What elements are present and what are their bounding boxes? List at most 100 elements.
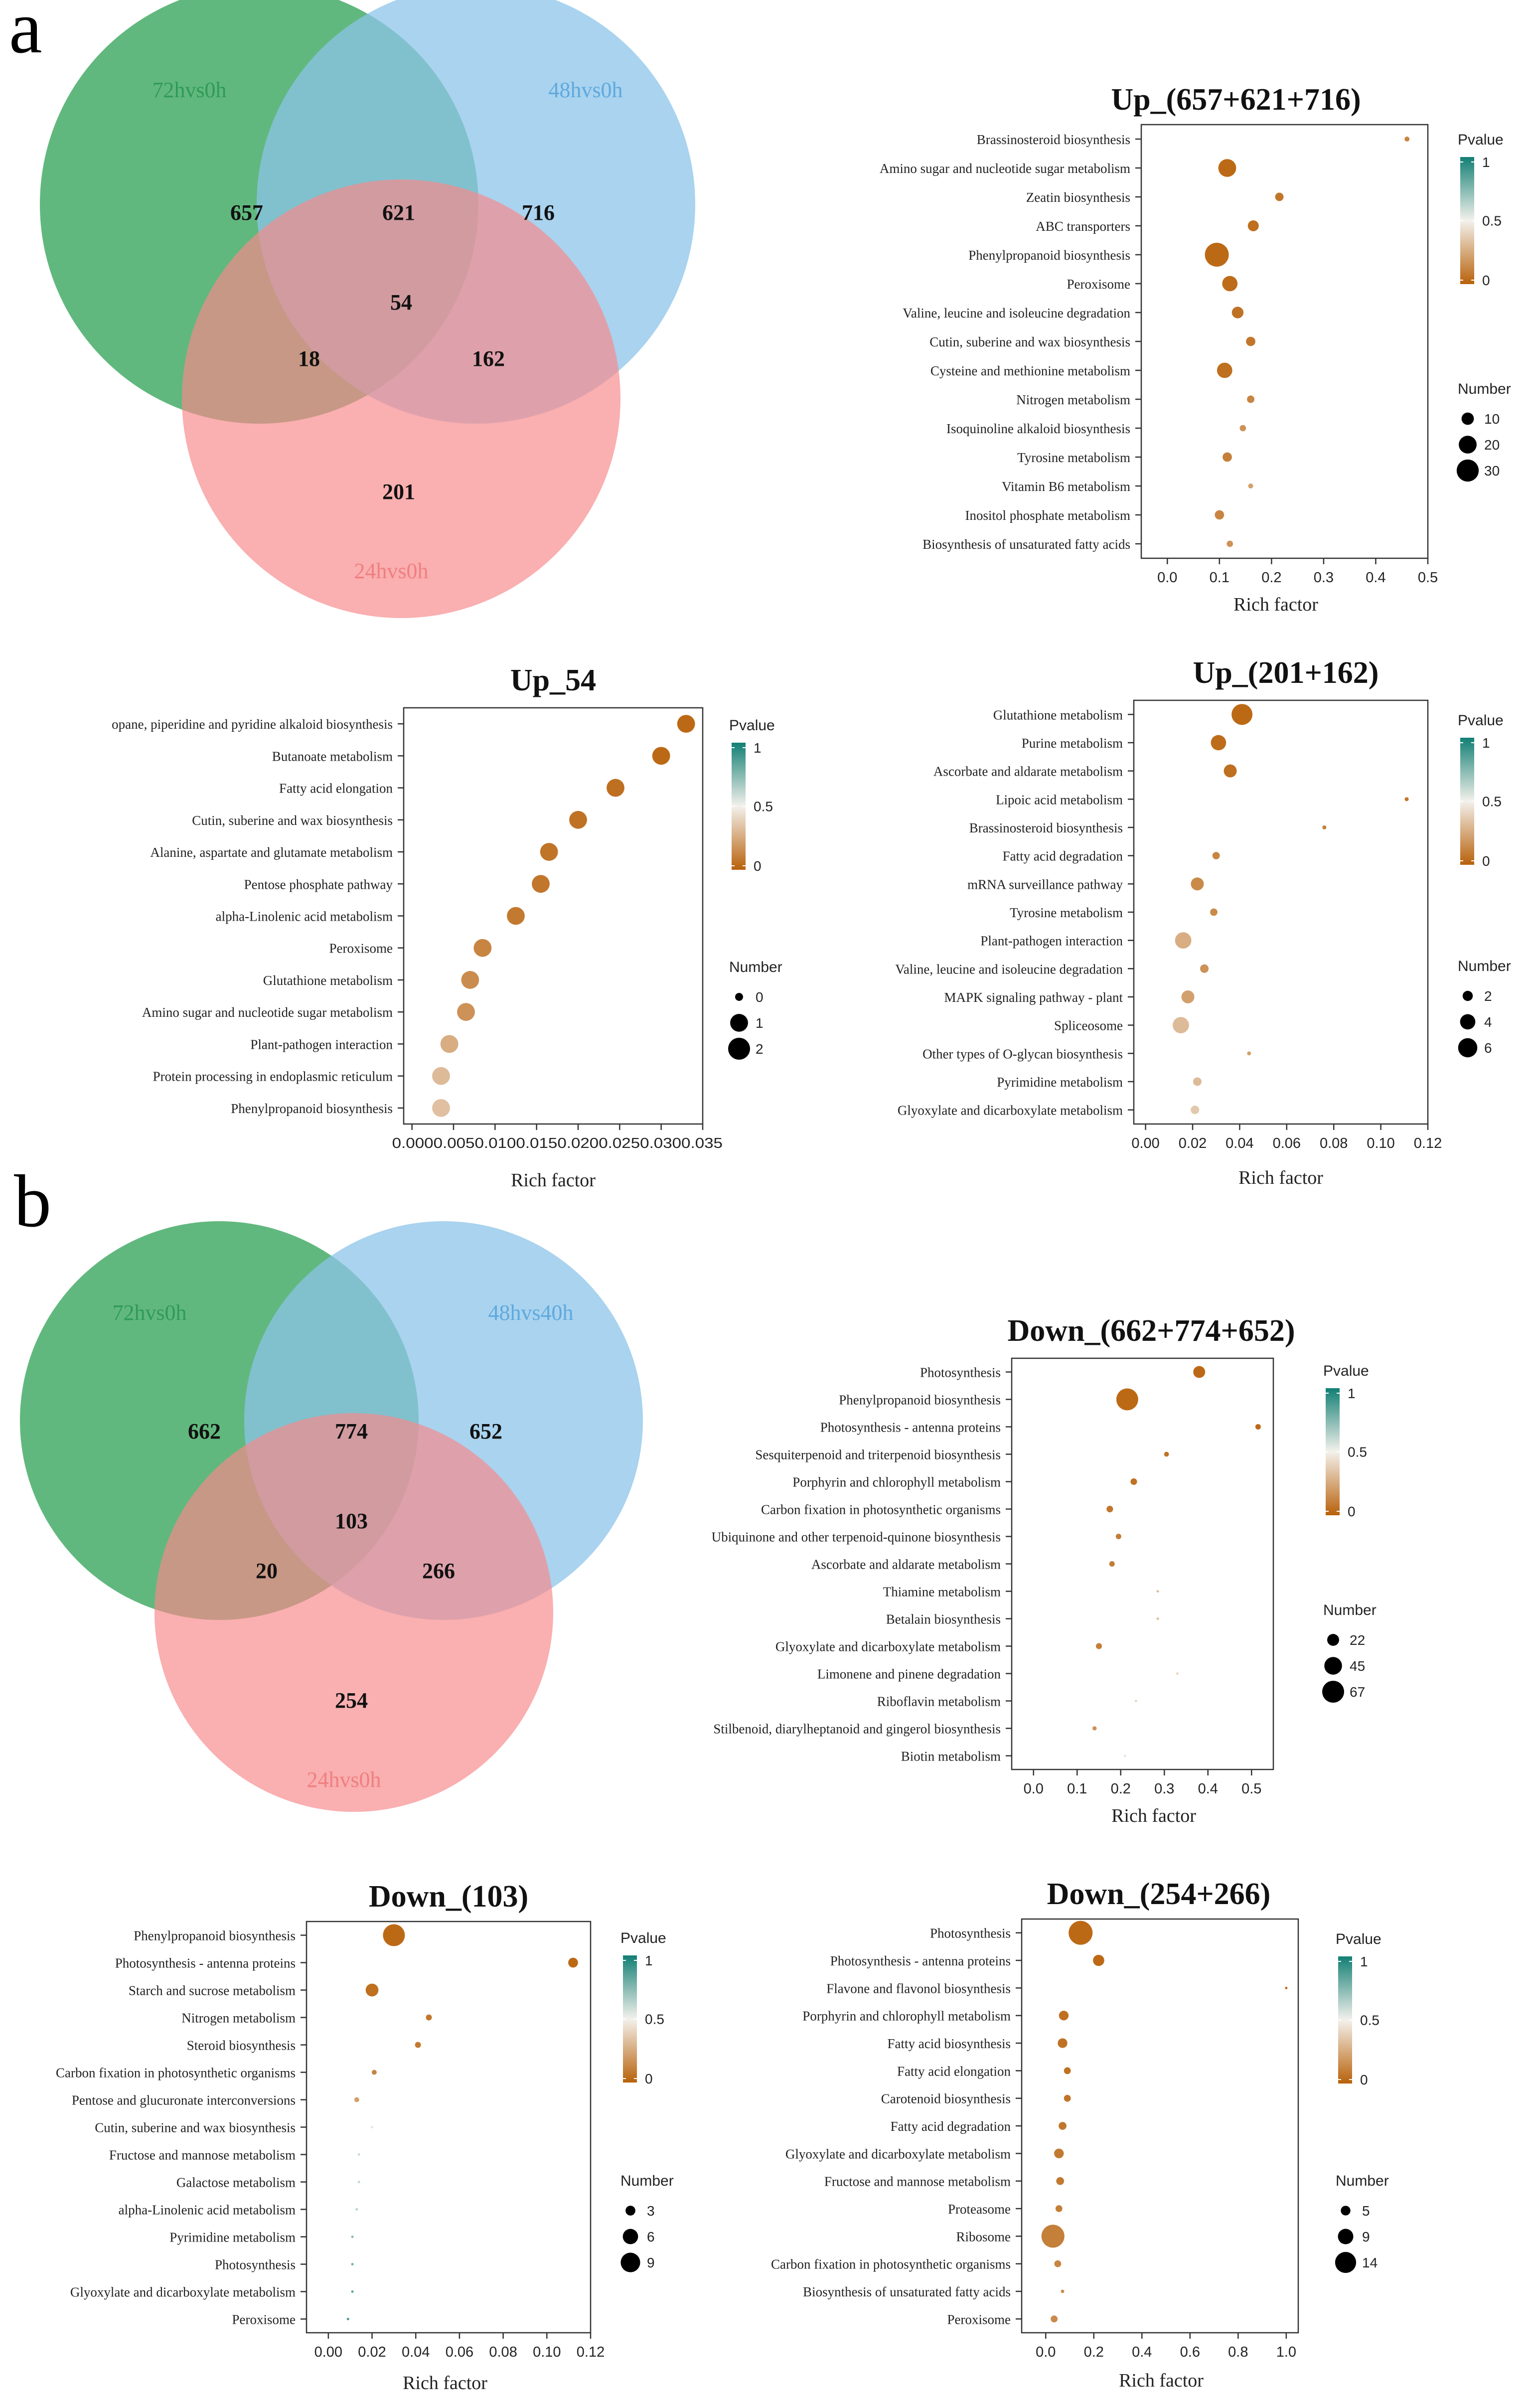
y-tick-label: Brassinosteroid biosynthesis xyxy=(977,132,1130,147)
y-tick-label: Pyrimidine metabolism xyxy=(169,2230,296,2245)
pvalue-legend-tick: 0.5 xyxy=(645,2012,664,2027)
x-tick-label: 0.10 xyxy=(533,2344,561,2360)
pvalue-legend-title: Pvalue xyxy=(729,717,775,734)
bubble-point xyxy=(1176,1672,1179,1675)
bubble-point xyxy=(1226,540,1233,547)
bubble-point xyxy=(677,715,695,733)
number-legend-dot xyxy=(620,2252,640,2272)
y-tick-label: Pentose phosphate pathway xyxy=(244,877,393,892)
x-tick-label: 0.1 xyxy=(1210,570,1229,586)
y-tick-label: Amino sugar and nucleotide sugar metabol… xyxy=(880,161,1130,176)
bubble-point xyxy=(1061,2289,1065,2293)
bubble-point xyxy=(1041,2225,1065,2248)
bubble-point xyxy=(540,843,558,861)
number-legend-dot xyxy=(1458,1038,1478,1058)
bubble-point xyxy=(1247,395,1255,403)
bubble-point xyxy=(357,2181,360,2183)
x-tick-label: 0.02 xyxy=(1179,1135,1207,1151)
y-tick-label: Glutathione metabolism xyxy=(263,973,393,988)
number-legend-dot xyxy=(1460,1014,1476,1030)
venn-set-label: 24hvs0h xyxy=(306,1767,381,1792)
x-tick-label: 0.06 xyxy=(1273,1135,1301,1151)
number-legend-tick: 22 xyxy=(1350,1632,1365,1648)
pvalue-legend-tick: 0 xyxy=(1360,2072,1368,2087)
chart-title: Down_(662+774+652) xyxy=(1008,1314,1295,1348)
y-tick-label: Carbon fixation in photosynthetic organi… xyxy=(56,2066,296,2081)
x-tick-label: 0.0 xyxy=(1157,570,1177,586)
bubble-point xyxy=(351,2263,354,2265)
bubble-point xyxy=(426,2014,432,2021)
x-tick-label: 0.12 xyxy=(577,2344,605,2360)
number-legend-dot xyxy=(1456,459,1479,482)
bubble-point xyxy=(1223,452,1232,462)
x-tick-label: 0.8 xyxy=(1228,2344,1248,2360)
bubble-point xyxy=(1222,276,1238,292)
x-axis-label: Rich factor xyxy=(1119,2370,1204,2391)
bubble-point xyxy=(1193,1077,1202,1086)
bubble-point xyxy=(351,2290,354,2293)
pvalue-legend-title: Pvalue xyxy=(620,1930,666,1946)
bubble-point xyxy=(1215,510,1225,520)
pvalue-legend-tick: 0 xyxy=(1482,273,1490,288)
y-tick-label: Pentose and glucuronate interconversions xyxy=(72,2093,296,2108)
bubble-point xyxy=(1058,2038,1068,2048)
y-tick-label: Valine, leucine and isoleucine degradati… xyxy=(903,306,1130,321)
y-tick-label: Biosynthesis of unsaturated fatty acids xyxy=(803,2284,1011,2299)
pvalue-legend-tick: 0.5 xyxy=(1482,213,1502,229)
bubble-point xyxy=(415,2042,421,2048)
bubble-point xyxy=(1093,1954,1104,1966)
venn-set-label: 48hvs40h xyxy=(488,1300,573,1325)
y-tick-label: Limonene and pinene degradation xyxy=(817,1667,1001,1682)
x-tick-label: 0.0 xyxy=(1036,2344,1056,2360)
y-tick-label: Photosynthesis xyxy=(930,1926,1011,1941)
number-legend-tick: 2 xyxy=(756,1041,764,1057)
bubble-point xyxy=(568,1957,578,1968)
bubble-point xyxy=(1181,990,1195,1003)
venn-count-a-only: 662 xyxy=(188,1419,221,1444)
bubble-point xyxy=(1275,192,1284,201)
bubble-point xyxy=(1322,825,1327,829)
bubble-point xyxy=(1200,964,1209,973)
venn-diagram-a: 72hvs0h 48hvs0h 24hvs0h 657 621 716 54 18 162 201 xyxy=(40,0,695,618)
y-tick-label: Biotin metabolism xyxy=(901,1749,1001,1764)
venn-set-label: 48hvs0h xyxy=(548,78,622,102)
pvalue-legend-title: Pvalue xyxy=(1458,132,1504,148)
pvalue-legend-tick: 0 xyxy=(1348,1504,1356,1519)
number-legend-tick: 0 xyxy=(756,989,764,1005)
venn-circle-c xyxy=(154,1413,553,1812)
y-tick-label: Starch and sucrose metabolism xyxy=(129,1983,296,1998)
number-legend-tick: 20 xyxy=(1484,437,1500,453)
plot-frame xyxy=(306,1921,592,2334)
bubble-point xyxy=(1054,2260,1062,2267)
bubble-point xyxy=(652,747,670,765)
venn-count-abc: 103 xyxy=(335,1509,368,1533)
bubble-point xyxy=(1210,908,1218,916)
bubble-point xyxy=(1164,1451,1169,1457)
y-tick-label: Phenylpropanoid biosynthesis xyxy=(968,248,1130,263)
y-tick-label: Fatty acid elongation xyxy=(279,781,393,796)
number-legend-title: Number xyxy=(1458,381,1511,397)
y-tick-label: opane, piperidine and pyridine alkaloid … xyxy=(112,717,393,732)
y-tick-label: Glyoxylate and dicarboxylate metabolism xyxy=(785,2146,1011,2161)
plot-frame xyxy=(1133,699,1429,1125)
number-legend-dot xyxy=(1322,1681,1344,1703)
number-legend-dot xyxy=(728,1038,750,1060)
bubble-point xyxy=(1231,307,1244,319)
y-tick-label: Ascorbate and aldarate metabolism xyxy=(811,1557,1001,1572)
y-tick-label: Alanine, aspartate and glutamate metabol… xyxy=(150,845,393,860)
bubble-point xyxy=(1054,2148,1064,2159)
number-legend-dot xyxy=(1459,436,1477,454)
number-legend-dot xyxy=(1324,1657,1342,1675)
pvalue-legend-tick: 1 xyxy=(1348,1386,1356,1401)
number-legend-tick: 6 xyxy=(1484,1040,1492,1056)
y-tick-label: Peroxisome xyxy=(947,2312,1011,2327)
bubble-point xyxy=(1404,137,1410,142)
chart-title: Down_(103) xyxy=(369,1880,528,1914)
x-axis-label: Rich factor xyxy=(1238,1167,1323,1188)
bubble-point xyxy=(1124,1755,1126,1757)
y-tick-label: Ascorbate and aldarate metabolism xyxy=(933,764,1123,779)
bubble-point xyxy=(1255,1424,1261,1430)
y-tick-label: Plant-pathogen interaction xyxy=(250,1037,393,1052)
number-legend-tick: 9 xyxy=(647,2255,655,2270)
y-tick-label: Tyrosine metabolism xyxy=(1010,905,1123,920)
